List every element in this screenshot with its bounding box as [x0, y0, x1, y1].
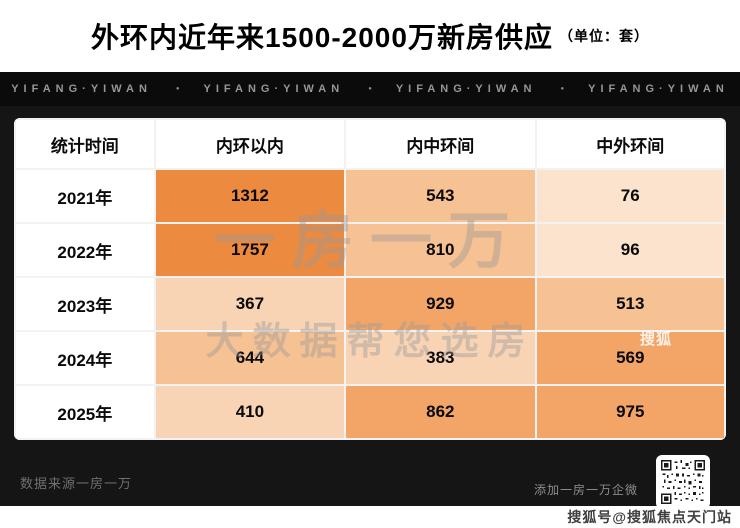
separator-dot-icon: ●	[368, 86, 372, 92]
value-cell: 810	[344, 222, 537, 278]
value-cell: 929	[344, 276, 537, 332]
brand-text: YIFANG·YIWAN	[203, 83, 345, 95]
brand-text: YIFANG·YIWAN	[588, 83, 729, 95]
year-cell: 2024年	[14, 330, 156, 386]
value-cell: 1757	[153, 222, 347, 278]
wechat-note: 添加一房一万企微	[533, 483, 638, 497]
value-cell: 569	[534, 330, 726, 386]
brand-text: YIFANG·YIWAN	[395, 83, 537, 95]
brand-text: YIFANG·YIWAN	[11, 83, 152, 95]
title-text: 外环内近年来1500-2000万新房供应	[91, 22, 553, 53]
brand-banner: YIFANG·YIWAN ● YIFANG·YIWAN ● YIFANG·YIW…	[0, 72, 740, 106]
value-cell: 367	[153, 276, 347, 332]
header-cell-time: 统计时间	[14, 118, 156, 170]
value-cell: 644	[153, 330, 347, 386]
supply-table: 统计时间 内环以内 内中环间 中外环间 2021年 1312 543 76 20…	[14, 118, 726, 440]
value-cell: 543	[344, 168, 537, 224]
year-cell: 2025年	[14, 384, 156, 440]
table-row: 2022年 1757 810 96	[14, 222, 726, 278]
page-title: 外环内近年来1500-2000万新房供应 （单位：套）	[91, 16, 649, 56]
year-cell: 2022年	[14, 222, 156, 278]
qr-code	[656, 455, 710, 509]
data-source-note: 数据来源一房一万	[20, 476, 133, 491]
sohu-account-label: 搜狐号@搜狐焦点天门站	[567, 509, 732, 525]
value-cell: 975	[534, 384, 726, 440]
year-cell: 2023年	[14, 276, 156, 332]
table-row: 2023年 367 929 513	[14, 276, 726, 332]
value-cell: 76	[534, 168, 726, 224]
value-cell: 862	[344, 384, 537, 440]
value-cell: 513	[534, 276, 726, 332]
table-header-row: 统计时间 内环以内 内中环间 中外环间	[14, 118, 726, 170]
separator-dot-icon: ●	[175, 86, 180, 92]
value-cell: 410	[153, 384, 347, 440]
year-cell: 2021年	[14, 168, 156, 224]
qr-code-pattern	[661, 460, 705, 504]
title-unit: （单位：套）	[558, 28, 649, 44]
table-row: 2024年 644 383 569	[14, 330, 726, 386]
header-cell-inner-ring: 内环以内	[153, 118, 347, 170]
supply-table-wrap: 统计时间 内环以内 内中环间 中外环间 2021年 1312 543 76 20…	[14, 118, 726, 440]
title-bar: 外环内近年来1500-2000万新房供应 （单位：套）	[0, 0, 740, 72]
header-cell-inner-middle-ring: 内中环间	[344, 118, 537, 170]
separator-dot-icon: ●	[560, 86, 565, 92]
table-row: 2025年 410 862 975	[14, 384, 726, 440]
value-cell: 96	[534, 222, 726, 278]
bottom-strip: 搜狐号@搜狐焦点天门站	[0, 506, 740, 528]
value-cell: 383	[344, 330, 537, 386]
value-cell: 1312	[153, 168, 347, 224]
table-row: 2021年 1312 543 76	[14, 168, 726, 224]
header-cell-middle-outer-ring: 中外环间	[534, 118, 726, 170]
